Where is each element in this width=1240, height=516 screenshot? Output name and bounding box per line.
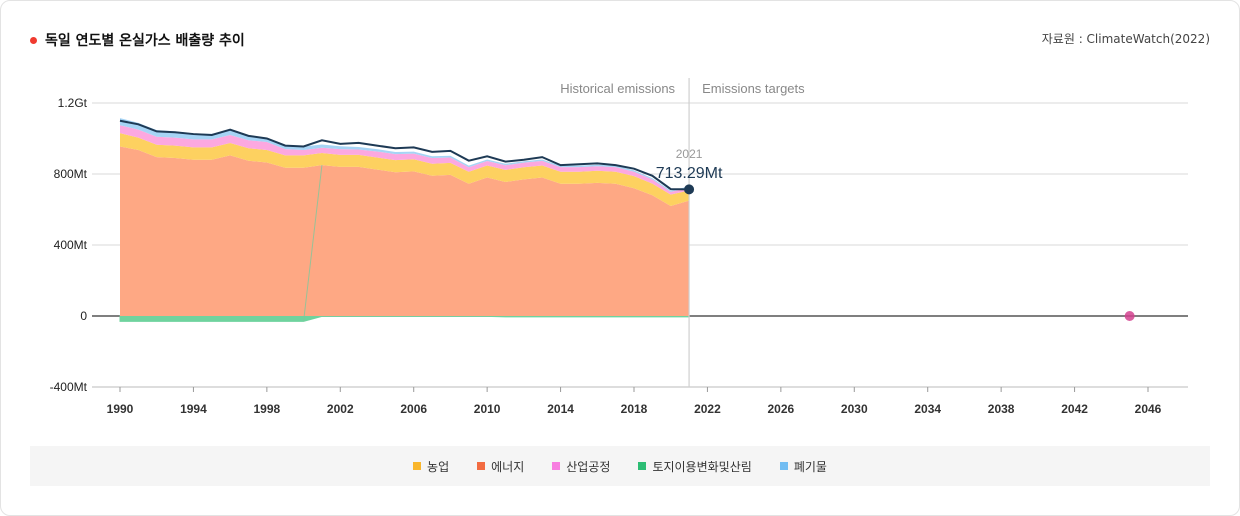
title-dot-icon	[30, 36, 37, 44]
highlight-year-label: 2021	[676, 147, 703, 161]
legend-label: 토지이용변화및산림	[652, 459, 752, 474]
legend-swatch-icon	[638, 462, 647, 470]
legend-swatch-icon	[413, 462, 422, 470]
x-tick-label: 2030	[841, 402, 868, 416]
area-series	[119, 118, 690, 322]
x-tick-label: 2046	[1135, 402, 1162, 416]
x-tick-label: 2034	[914, 402, 941, 416]
series-area-industry	[120, 125, 690, 195]
x-tick-label: 2018	[621, 402, 648, 416]
y-tick-label: 0	[80, 309, 87, 323]
legend-swatch-icon	[552, 462, 561, 470]
legend-item[interactable]: 폐기물	[779, 458, 827, 475]
highlight-point	[684, 184, 695, 195]
x-tick-label: 1990	[107, 402, 134, 416]
x-tick-label: 2042	[1061, 402, 1088, 416]
chart-title: 독일 연도별 온실가스 배출량 추이	[45, 33, 245, 49]
y-tick-label: 800Mt	[54, 167, 88, 181]
emissions-chart: 1.2Gt 800Mt 400Mt 0 -400Mt 1990 1994 1998 2002 20…	[50, 78, 1188, 416]
series-area-energy	[120, 146, 690, 316]
lulucf-transition-line	[303, 165, 323, 322]
axes: 1.2Gt 800Mt 400Mt 0 -400Mt 1990 1994 1998 2002 20…	[50, 96, 1188, 416]
source-label: 자료원 : ClimateWatch(2022)	[1041, 32, 1210, 46]
x-tick-label: 2010	[474, 402, 501, 416]
legend-item[interactable]: 산업공정	[552, 458, 610, 475]
emissions-targets-label: Emissions targets	[702, 81, 805, 96]
x-tick-label: 2006	[400, 402, 427, 416]
y-tick-label: -400Mt	[50, 380, 88, 394]
legend-item[interactable]: 토지이용변화및산림	[638, 458, 752, 475]
x-tick-label: 2014	[547, 402, 574, 416]
legend-label: 농업	[427, 459, 450, 474]
chart-header: 독일 연도별 온실가스 배출량 추이	[30, 30, 245, 50]
legend-swatch-icon	[779, 462, 788, 470]
x-tick-label: 2022	[694, 402, 721, 416]
legend-item[interactable]: 에너지	[477, 458, 524, 475]
historical-emissions-label: Historical emissions	[560, 81, 675, 96]
legend-label: 폐기물	[793, 459, 827, 474]
x-tick-label: 1998	[254, 402, 281, 416]
highlight-value-label: 713.29Mt	[656, 165, 723, 182]
legend-label: 에너지	[491, 459, 525, 474]
chart-overlay: Historical emissions Emissions targets 202…	[119, 78, 1135, 387]
total-emissions-line	[119, 119, 690, 191]
x-tick-label: 2026	[768, 402, 795, 416]
y-tick-label: 400Mt	[54, 238, 88, 252]
legend-swatch-icon	[477, 462, 486, 470]
legend-label: 산업공정	[566, 459, 611, 474]
legend: 농업 에너지 산업공정 토지이용변화및산림 폐기물	[30, 446, 1210, 486]
legend-item[interactable]: 농업	[413, 458, 449, 475]
x-tick-label: 2038	[988, 402, 1015, 416]
x-tick-label: 1994	[180, 402, 207, 416]
x-tick-label: 2002	[327, 402, 354, 416]
series-area-lulucf	[119, 315, 690, 322]
target-point	[1124, 311, 1135, 321]
series-area-agriculture	[120, 133, 690, 206]
y-tick-label: 1.2Gt	[58, 96, 88, 110]
